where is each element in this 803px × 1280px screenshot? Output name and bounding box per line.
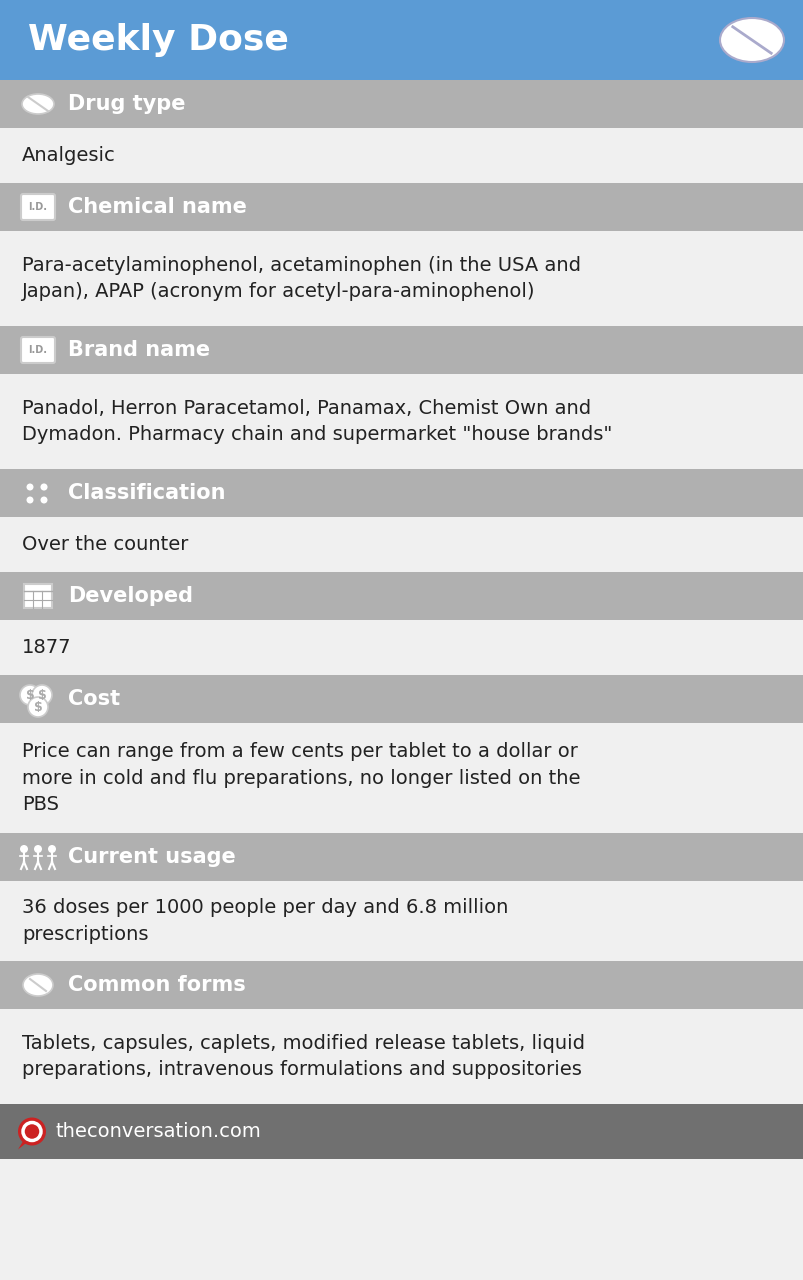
Text: 36 doses per 1000 people per day and 6.8 million
prescriptions: 36 doses per 1000 people per day and 6.8…: [22, 899, 507, 943]
Text: Chemical name: Chemical name: [68, 197, 247, 218]
Text: Classification: Classification: [68, 483, 225, 503]
Circle shape: [28, 698, 48, 717]
Circle shape: [34, 845, 42, 852]
FancyBboxPatch shape: [0, 723, 803, 833]
Circle shape: [26, 484, 34, 490]
FancyBboxPatch shape: [0, 0, 803, 81]
Circle shape: [42, 485, 47, 489]
FancyBboxPatch shape: [0, 230, 803, 326]
Ellipse shape: [719, 18, 783, 61]
Text: $: $: [34, 700, 43, 713]
Text: Price can range from a few cents per tablet to a dollar or
more in cold and flu : Price can range from a few cents per tab…: [22, 742, 580, 814]
Text: I.D.: I.D.: [28, 202, 47, 212]
Text: Over the counter: Over the counter: [22, 535, 188, 554]
Circle shape: [20, 845, 28, 852]
Ellipse shape: [724, 41, 778, 59]
FancyBboxPatch shape: [21, 337, 55, 364]
Circle shape: [32, 685, 52, 705]
Text: $: $: [38, 689, 47, 701]
FancyBboxPatch shape: [0, 961, 803, 1009]
FancyBboxPatch shape: [0, 128, 803, 183]
FancyBboxPatch shape: [0, 374, 803, 468]
FancyBboxPatch shape: [0, 1103, 803, 1158]
FancyBboxPatch shape: [21, 195, 55, 220]
Text: Drug type: Drug type: [68, 93, 185, 114]
Text: Common forms: Common forms: [68, 975, 246, 995]
Text: theconversation.com: theconversation.com: [56, 1123, 262, 1140]
Circle shape: [48, 845, 56, 852]
FancyBboxPatch shape: [0, 326, 803, 374]
FancyBboxPatch shape: [0, 517, 803, 572]
Text: Weekly Dose: Weekly Dose: [28, 23, 288, 58]
Text: Para-acetylaminophenol, acetaminophen (in the USA and
Japan), APAP (acronym for : Para-acetylaminophenol, acetaminophen (i…: [22, 256, 581, 301]
Polygon shape: [18, 1139, 28, 1149]
FancyBboxPatch shape: [0, 881, 803, 961]
FancyBboxPatch shape: [0, 81, 803, 128]
FancyBboxPatch shape: [0, 1009, 803, 1103]
FancyBboxPatch shape: [0, 572, 803, 620]
Text: Analgesic: Analgesic: [22, 146, 116, 165]
Circle shape: [18, 1117, 46, 1146]
FancyBboxPatch shape: [24, 584, 52, 608]
FancyBboxPatch shape: [0, 833, 803, 881]
FancyBboxPatch shape: [0, 675, 803, 723]
Ellipse shape: [23, 974, 53, 996]
Circle shape: [20, 685, 40, 705]
Text: Brand name: Brand name: [68, 340, 210, 360]
Text: Current usage: Current usage: [68, 847, 235, 867]
Text: Tablets, capsules, caplets, modified release tablets, liquid
preparations, intra: Tablets, capsules, caplets, modified rel…: [22, 1034, 585, 1079]
Ellipse shape: [22, 93, 54, 114]
Text: Panadol, Herron Paracetamol, Panamax, Chemist Own and
Dymadon. Pharmacy chain an: Panadol, Herron Paracetamol, Panamax, Ch…: [22, 399, 612, 444]
FancyBboxPatch shape: [0, 468, 803, 517]
Text: Cost: Cost: [68, 689, 120, 709]
Text: $: $: [26, 689, 35, 701]
Text: I.D.: I.D.: [28, 346, 47, 355]
Text: Developed: Developed: [68, 586, 193, 605]
Text: 1877: 1877: [22, 637, 71, 657]
Circle shape: [26, 497, 34, 503]
FancyBboxPatch shape: [0, 620, 803, 675]
FancyBboxPatch shape: [0, 183, 803, 230]
Circle shape: [40, 497, 47, 503]
